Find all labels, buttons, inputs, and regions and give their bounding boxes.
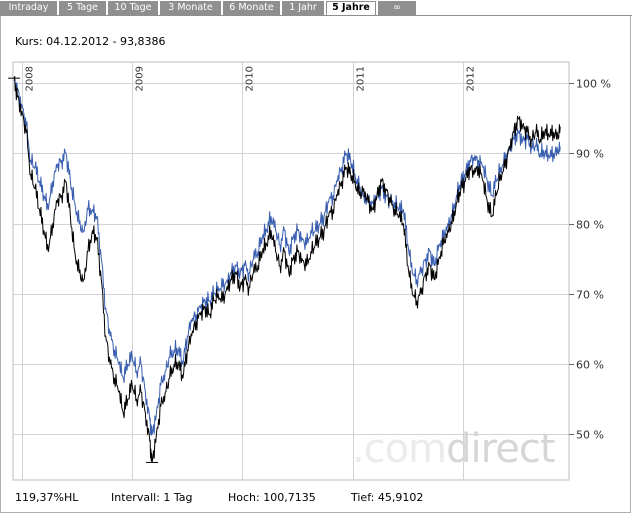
series-lines <box>13 76 561 463</box>
x-tick-label: 2011 <box>356 66 367 91</box>
watermark-direct: direct <box>446 426 555 472</box>
series-line-compare <box>13 77 561 436</box>
watermark-com: .com <box>352 426 446 472</box>
comdirect-watermark: .comdirect <box>352 426 556 472</box>
y-tick-label: 60 % <box>576 359 604 372</box>
tab-strip-line <box>0 15 632 16</box>
timeframe-tabs: Intraday 5 Tage 10 Tage 3 Monate 6 Monat… <box>0 0 632 16</box>
series-line-main <box>13 76 561 463</box>
low-value: Tief: 45,9102 <box>351 491 424 504</box>
y-tick-label: 70 % <box>576 289 604 302</box>
y-tick-label: 100 % <box>576 78 611 91</box>
tab-3-monate[interactable]: 3 Monate <box>160 1 221 15</box>
y-tick-label: 90 % <box>576 148 604 161</box>
tab-all-time[interactable]: ∞ <box>378 1 416 15</box>
x-tick-label: 2009 <box>135 66 146 91</box>
extreme-markers <box>8 77 158 463</box>
tab-6-monate[interactable]: 6 Monate <box>223 1 280 15</box>
tab-5-jahre[interactable]: 5 Jahre <box>326 1 376 15</box>
high-value: Hoch: 100,7135 <box>228 491 316 504</box>
x-axis: 2008 2009 2010 2011 2012 <box>25 66 477 91</box>
tab-10-tage[interactable]: 10 Tage <box>108 1 158 15</box>
y-tick-label: 50 % <box>576 429 604 442</box>
x-tick-label: 2008 <box>25 66 36 91</box>
current-price-label: Kurs: 04.12.2012 - 93,8386 <box>15 35 166 48</box>
svg-text:.comdirect: .comdirect <box>352 426 555 472</box>
x-tick-label: 2010 <box>245 66 256 91</box>
tab-1-jahr[interactable]: 1 Jahr <box>282 1 324 15</box>
chart-frame <box>0 16 631 513</box>
tab-5-tage[interactable]: 5 Tage <box>59 1 106 15</box>
x-tick-label: 2012 <box>466 66 477 91</box>
y-axis: 100 % 90 % 80 % 70 % 60 % 50 % <box>569 78 611 442</box>
interval-label: Intervall: 1 Tag <box>111 491 193 504</box>
y-tick-label: 80 % <box>576 219 604 232</box>
grid <box>12 61 570 481</box>
range-percent: 119,37%HL <box>15 491 79 504</box>
tab-intraday[interactable]: Intraday <box>0 1 57 15</box>
plot-area <box>12 61 570 481</box>
